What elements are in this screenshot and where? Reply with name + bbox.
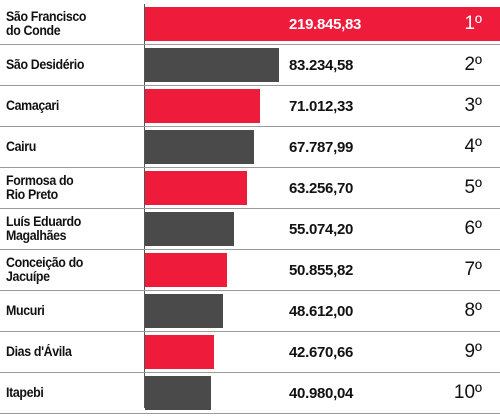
rank-label: 6º	[464, 218, 482, 239]
rank-label: 8º	[464, 300, 482, 321]
bar	[145, 253, 227, 287]
bar	[145, 7, 500, 41]
category-label: Luís Eduardo Magalhães	[6, 214, 81, 243]
bar-row: Camaçari 71.012,33 3º	[0, 86, 500, 127]
rank-label: 10º	[453, 382, 482, 403]
value-label: 83.234,58	[289, 56, 354, 74]
bar	[145, 130, 254, 164]
bar-row: Dias d'Ávila 42.670,66 9º	[0, 332, 500, 373]
category-label: Mucuri	[6, 303, 45, 318]
bar-row: Luís Eduardo Magalhães 55.074,20 6º	[0, 209, 500, 250]
bar-row: Cairu 67.787,99 4º	[0, 127, 500, 168]
category-label: Formosa do Rio Preto	[6, 173, 74, 202]
bar	[145, 376, 211, 410]
value-label: 67.787,99	[289, 138, 354, 156]
rank-label: 7º	[464, 259, 482, 280]
category-label: Itapebi	[6, 385, 44, 400]
rank-label: 3º	[464, 95, 482, 116]
bar-row: São Francisco do Conde 219.845,83 1º	[0, 4, 500, 45]
category-label: Cairu	[6, 139, 36, 154]
rank-label: 2º	[464, 54, 482, 75]
bar-row: Mucuri 48.612,00 8º	[0, 291, 500, 332]
chart-rows: São Francisco do Conde 219.845,83 1º São De…	[0, 4, 500, 414]
rank-label: 5º	[464, 177, 482, 198]
bar	[145, 171, 247, 205]
category-label: Conceição do Jacuípe	[6, 255, 84, 284]
value-label: 219.845,83	[289, 15, 362, 33]
bar	[145, 48, 279, 82]
value-label: 40.980,04	[289, 384, 354, 402]
category-label: São Francisco do Conde	[6, 9, 87, 38]
category-axis-line	[144, 4, 145, 408]
category-label: Camaçari	[6, 98, 59, 113]
rank-label: 1º	[464, 13, 482, 34]
value-label: 71.012,33	[289, 97, 354, 115]
value-label: 50.855,82	[289, 261, 354, 279]
bar-row: Conceição do Jacuípe 50.855,82 7º	[0, 250, 500, 291]
category-label: São Desidério	[6, 57, 85, 72]
value-label: 42.670,66	[289, 343, 354, 361]
bar	[145, 335, 214, 369]
bar-row: Itapebi 40.980,04 10º	[0, 373, 500, 414]
bar-row: São Desidério 83.234,58 2º	[0, 45, 500, 86]
bar	[145, 89, 260, 123]
rank-label: 4º	[464, 136, 482, 157]
bar	[145, 212, 234, 246]
value-label: 48.612,00	[289, 302, 354, 320]
rank-label: 9º	[464, 341, 482, 362]
category-label: Dias d'Ávila	[6, 344, 72, 359]
value-label: 55.074,20	[289, 220, 354, 238]
value-label: 63.256,70	[289, 179, 354, 197]
bar	[145, 294, 223, 328]
bar-row: Formosa do Rio Preto 63.256,70 5º	[0, 168, 500, 209]
